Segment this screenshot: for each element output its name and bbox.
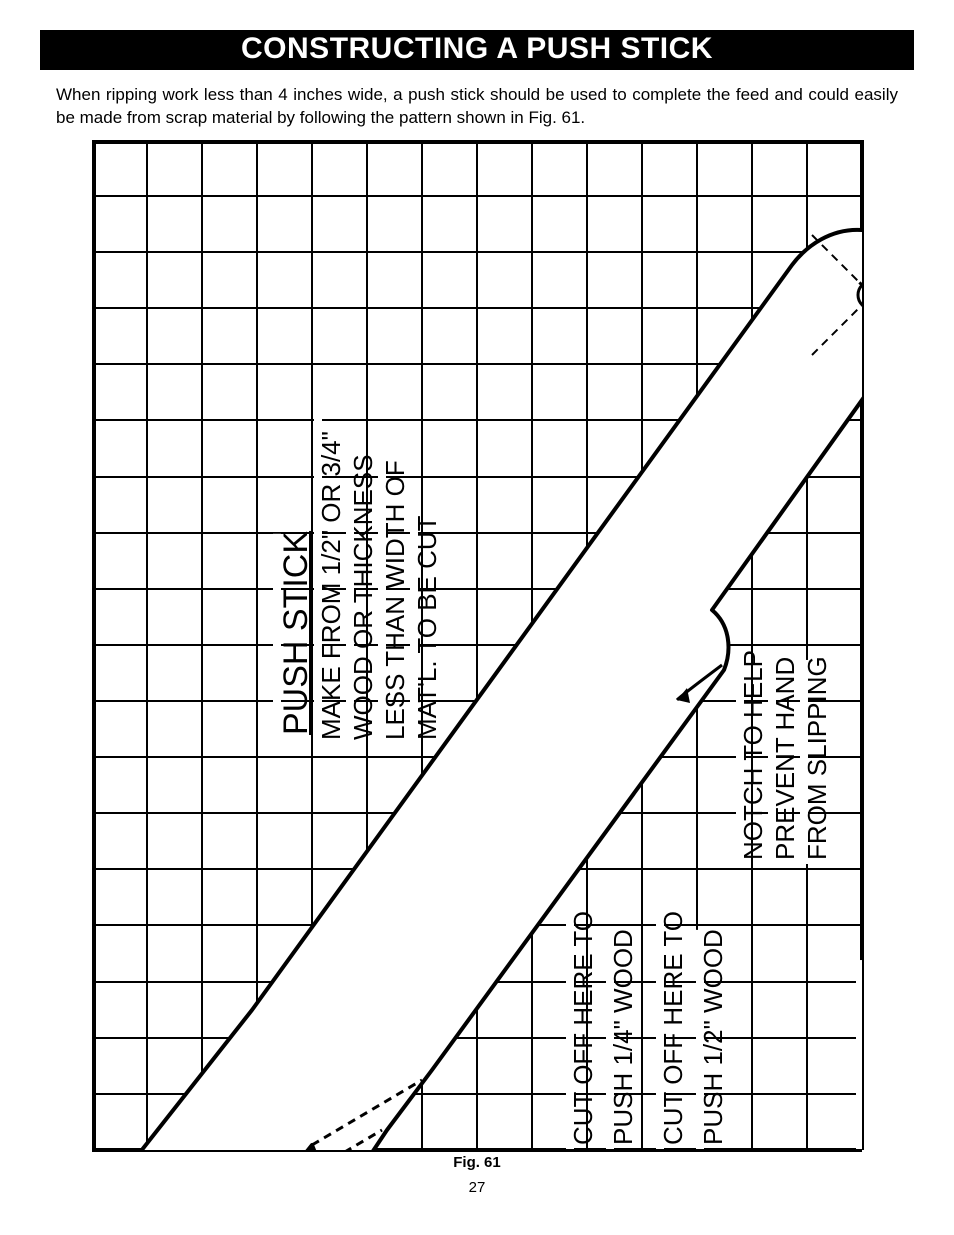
svg-text:CUT OFF HERE TO: CUT OFF HERE TO [658, 911, 688, 1145]
svg-text:CUT OFF HERE TO: CUT OFF HERE TO [568, 911, 598, 1145]
svg-text:PUSH 1/4" WOOD: PUSH 1/4" WOOD [608, 929, 638, 1145]
svg-text:NOTCH TO HELP: NOTCH TO HELP [738, 650, 768, 860]
svg-text:MAT'L. TO BE CUT: MAT'L. TO BE CUT [412, 515, 442, 740]
svg-text:1/2" SQUARES: 1/2" SQUARES [858, 965, 862, 1145]
svg-text:LESS THAN WIDTH OF: LESS THAN WIDTH OF [380, 460, 410, 740]
svg-text:PUSH 1/2" WOOD: PUSH 1/2" WOOD [698, 929, 728, 1145]
section-title: CONSTRUCTING A PUSH STICK [40, 30, 914, 70]
intro-paragraph: When ripping work less than 4 inches wid… [56, 84, 898, 130]
diagram-svg: PUSH STICKMAKE FROM 1/2" OR 3/4"WOOD OR … [92, 140, 862, 1150]
push-stick-figure: PUSH STICKMAKE FROM 1/2" OR 3/4"WOOD OR … [92, 140, 862, 1150]
page-number: 27 [40, 1179, 914, 1196]
svg-text:PUSH STICK: PUSH STICK [277, 531, 315, 735]
svg-text:WOOD OR THICKNESS: WOOD OR THICKNESS [348, 454, 378, 740]
svg-text:MAKE FROM 1/2" OR 3/4": MAKE FROM 1/2" OR 3/4" [316, 431, 346, 740]
svg-text:FROM SLIPPING: FROM SLIPPING [802, 656, 832, 860]
svg-text:PREVENT HAND: PREVENT HAND [770, 657, 800, 860]
figure-caption: Fig. 61 [40, 1154, 914, 1171]
